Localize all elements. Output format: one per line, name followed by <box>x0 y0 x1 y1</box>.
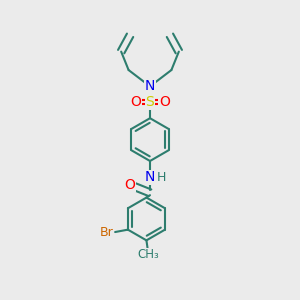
Text: S: S <box>146 95 154 109</box>
Text: H: H <box>157 171 166 184</box>
Text: N: N <box>145 80 155 93</box>
Text: O: O <box>159 95 170 109</box>
Text: O: O <box>124 178 135 192</box>
Text: Br: Br <box>99 226 113 238</box>
Text: N: N <box>145 170 155 184</box>
Text: CH₃: CH₃ <box>137 248 159 261</box>
Text: O: O <box>130 95 141 109</box>
